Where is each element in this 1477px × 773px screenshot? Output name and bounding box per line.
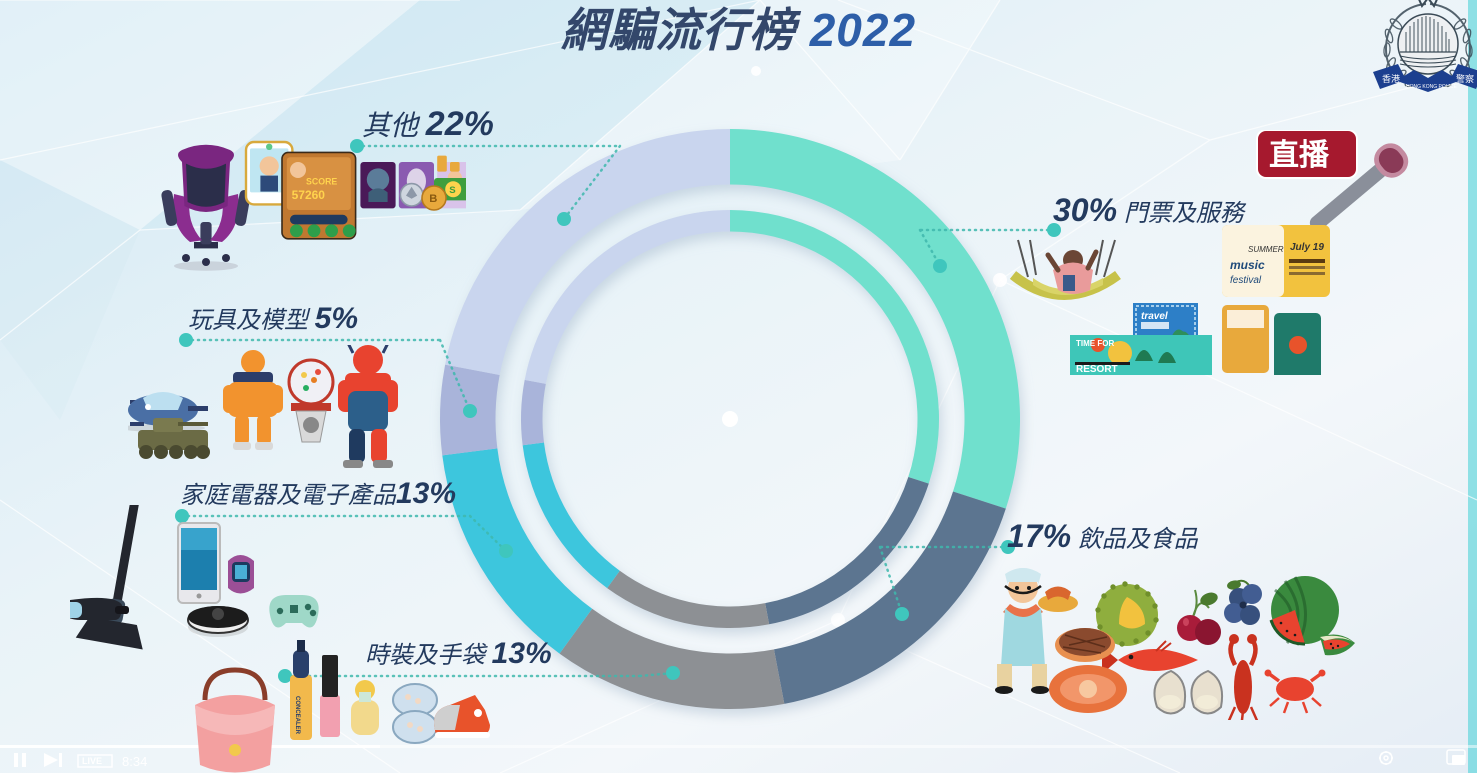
svg-text:CONCEALER: CONCEALER [294, 696, 300, 735]
svg-text:HONG KONG POLICE: HONG KONG POLICE [1406, 84, 1458, 90]
svg-text:SUMMER: SUMMER [1248, 245, 1284, 254]
svg-text:S: S [449, 185, 456, 196]
svg-text:music: music [1230, 258, 1265, 272]
svg-text:travel: travel [1141, 311, 1168, 322]
svg-text:TIME FOR: TIME FOR [1076, 339, 1114, 348]
svg-text:直播: 直播 [1269, 139, 1330, 172]
svg-text:B: B [429, 193, 437, 205]
svg-text:festival: festival [1230, 275, 1262, 286]
svg-text:SCORE: SCORE [306, 176, 337, 186]
svg-text:57260: 57260 [292, 188, 326, 202]
svg-text:July 19: July 19 [1290, 242, 1324, 253]
svg-text:香港: 香港 [1382, 73, 1400, 84]
svg-text:LIVE: LIVE [82, 756, 102, 766]
svg-text:8:34: 8:34 [122, 754, 147, 769]
svg-text:RESORT: RESORT [1076, 364, 1118, 375]
svg-text:警察: 警察 [1456, 73, 1474, 84]
